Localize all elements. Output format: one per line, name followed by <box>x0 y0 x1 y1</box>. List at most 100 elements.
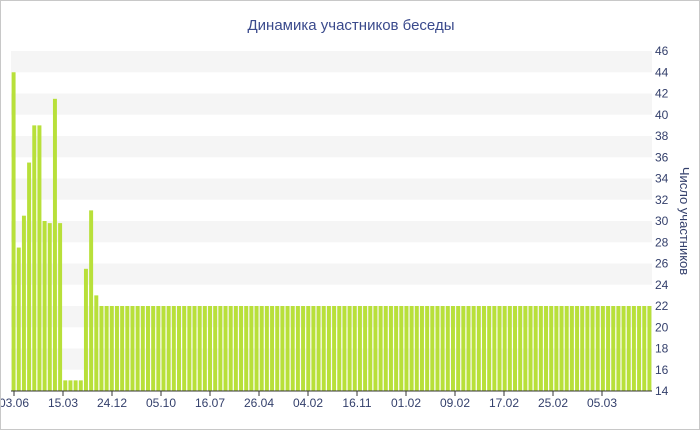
x-tick-label: 16.07 <box>195 396 225 410</box>
bar <box>626 306 631 391</box>
bar <box>140 306 145 391</box>
bar <box>409 306 414 391</box>
bar <box>68 380 73 391</box>
bar <box>518 306 523 391</box>
bar <box>192 306 197 391</box>
y-tick-label: 20 <box>655 320 669 334</box>
bar <box>513 306 517 391</box>
bar <box>249 306 254 391</box>
bar <box>647 306 652 391</box>
bar <box>94 295 99 391</box>
bar <box>368 306 373 391</box>
bar <box>326 306 331 391</box>
bar <box>197 306 202 391</box>
bar <box>228 306 233 391</box>
bar <box>259 306 264 391</box>
bar <box>383 306 388 391</box>
y-tick-label: 30 <box>655 214 669 228</box>
bar <box>161 306 166 391</box>
x-tick-label: 17.02 <box>489 396 519 410</box>
bar <box>311 306 316 391</box>
bar <box>58 223 63 391</box>
bar <box>440 306 445 391</box>
y-tick-label: 18 <box>655 342 669 356</box>
bar <box>213 306 218 391</box>
bar <box>223 306 228 391</box>
grid-band <box>11 93 652 115</box>
bar <box>373 306 378 391</box>
bar <box>208 306 213 391</box>
bar <box>590 306 595 391</box>
grid-band <box>11 306 652 328</box>
y-tick-label: 16 <box>655 363 669 377</box>
bar <box>301 306 306 391</box>
bar <box>466 306 471 391</box>
bar <box>89 210 94 391</box>
bar <box>507 306 512 391</box>
bar <box>166 306 171 391</box>
bar <box>16 247 21 391</box>
bar <box>47 223 52 391</box>
bar <box>585 306 590 391</box>
bar <box>538 306 543 391</box>
x-tick-label: 26.04 <box>244 396 274 410</box>
bar <box>270 306 275 391</box>
bar <box>42 221 47 391</box>
x-tick-label: 16.11 <box>342 396 371 410</box>
bar <box>637 306 642 391</box>
bar <box>559 306 564 391</box>
grid-bands <box>11 51 652 370</box>
bar <box>275 306 280 391</box>
bar <box>125 306 130 391</box>
x-tick-label: 05.10 <box>146 396 176 410</box>
bar <box>63 380 68 391</box>
bar <box>533 306 538 391</box>
y-tick-label: 40 <box>655 108 669 122</box>
bar <box>430 306 435 391</box>
x-tick-label: 04.02 <box>293 396 323 410</box>
y-tick-label: 34 <box>655 172 669 186</box>
y-tick-label: 44 <box>655 65 669 79</box>
grid-band <box>11 221 652 243</box>
bar <box>32 125 37 391</box>
bar <box>135 306 140 391</box>
bar <box>621 306 626 391</box>
y-tick-label: 26 <box>655 257 669 271</box>
bar <box>285 306 290 391</box>
bar <box>419 306 424 391</box>
bar <box>83 268 88 391</box>
bar <box>388 306 393 391</box>
y-tick-label: 22 <box>655 299 669 313</box>
chart-title: Динамика участников беседы <box>248 17 455 34</box>
x-tick-label: 09.02 <box>440 396 470 410</box>
bar <box>425 306 430 391</box>
bar <box>399 306 404 391</box>
bar <box>414 306 419 391</box>
bar <box>171 306 176 391</box>
bar <box>151 306 156 391</box>
bar <box>104 306 109 391</box>
bar <box>487 306 492 391</box>
bar <box>187 306 192 391</box>
bar <box>606 306 611 391</box>
bar <box>394 306 399 391</box>
bar <box>306 306 311 391</box>
bar <box>611 306 616 391</box>
bar <box>332 306 337 391</box>
bar <box>600 306 605 391</box>
bar <box>492 306 497 391</box>
bar <box>523 306 528 391</box>
x-tick-label: 25.02 <box>538 396 568 410</box>
bar <box>564 306 569 391</box>
bar <box>27 162 32 391</box>
bar <box>549 306 554 391</box>
bar <box>233 306 238 391</box>
y-tick-label: 36 <box>655 150 669 164</box>
bar <box>37 125 42 391</box>
bar <box>280 306 285 391</box>
y-tick-label: 46 <box>655 44 669 58</box>
bar <box>177 306 181 391</box>
bar <box>347 306 352 391</box>
